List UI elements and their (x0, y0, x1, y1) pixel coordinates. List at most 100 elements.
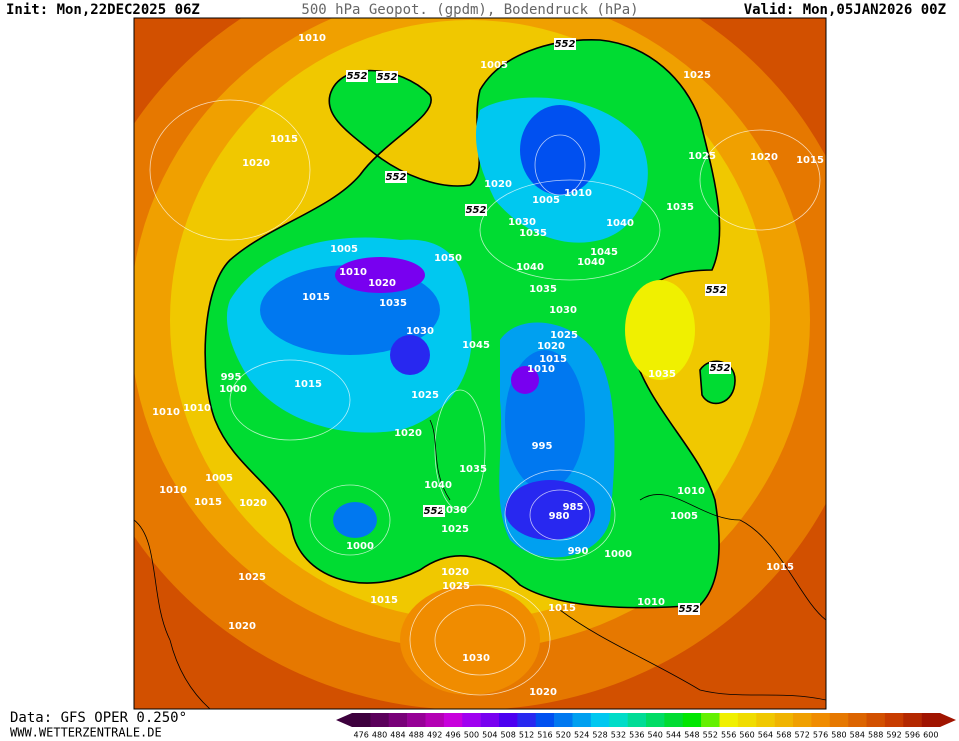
contour-label-box (554, 38, 576, 50)
legend-swatch (737, 713, 757, 727)
isobar-label: 1025 (442, 581, 470, 592)
legend-swatch (701, 713, 720, 727)
contour-label-box (678, 603, 700, 615)
legend-label: 584 (850, 731, 865, 740)
isobar-label: 1020 (537, 341, 565, 352)
isobar-label: 1015 (766, 562, 794, 573)
legend-swatch (609, 713, 628, 727)
isobar-label: 1005 (480, 60, 508, 71)
contour-label-box (346, 70, 368, 82)
legend-swatch (829, 713, 849, 727)
isobar-label: 1025 (683, 70, 711, 81)
legend-label: 508 (501, 731, 516, 740)
legend-swatch (903, 713, 922, 727)
legend-label: 540 (648, 731, 663, 740)
contour-label: 552 (466, 205, 487, 216)
isobar-label: 1025 (688, 151, 716, 162)
legend-swatch (646, 713, 665, 727)
legend-swatch (480, 713, 500, 727)
isobar-label: 1005 (670, 511, 698, 522)
isobar-label: 1035 (519, 228, 547, 239)
isobar-label: 1025 (411, 390, 439, 401)
isobar-label: 1000 (219, 384, 247, 395)
legend-label: 496 (445, 731, 460, 740)
isobar-label: 1020 (239, 498, 267, 509)
trough (520, 105, 600, 195)
legend-label: 552 (703, 731, 718, 740)
legend-swatch (572, 713, 592, 727)
isobar-label: 1000 (604, 549, 632, 560)
deep-trough (390, 335, 430, 375)
isobar-label: 1010 (159, 485, 187, 496)
legend-label: 560 (739, 731, 754, 740)
isobar-label: 1015 (270, 134, 298, 145)
contour-label-box (465, 204, 487, 216)
legend-swatch (627, 713, 647, 727)
legend-swatch (370, 713, 390, 727)
isobar-label: 1015 (796, 155, 824, 166)
legend-label: 516 (537, 731, 552, 740)
legend-label: 588 (868, 731, 883, 740)
isobar-label: 1010 (183, 403, 211, 414)
isobar-label: 995 (532, 441, 553, 452)
color-legend: 476 480 484 488 492 496 500 504 508 512 516 520 524 5… (336, 713, 956, 740)
isobar-label: 1030 (439, 505, 467, 516)
isobar-label: 1040 (516, 262, 544, 273)
contour-label: 552 (679, 604, 700, 615)
isobar-label: 1050 (434, 253, 462, 264)
legend-label: 532 (611, 731, 626, 740)
legend-swatch (848, 713, 867, 727)
isobar-label: 1040 (424, 480, 452, 491)
legend-label: 568 (776, 731, 791, 740)
isobar-label: 1030 (462, 653, 490, 664)
legend-label: 500 (464, 731, 479, 740)
isobar-label: 1045 (462, 340, 490, 351)
legend-swatch (590, 713, 610, 727)
isobar-label: 1025 (441, 524, 469, 535)
legend-arrow-left (336, 713, 352, 727)
legend-label: 548 (684, 731, 699, 740)
isobar-label: 1020 (529, 687, 557, 698)
deep-trough (511, 366, 539, 394)
legend-label: 524 (574, 731, 589, 740)
legend-swatch (388, 713, 408, 727)
isobar-label: 1020 (441, 567, 469, 578)
isobar-label: 1035 (666, 202, 694, 213)
legend-label: 488 (409, 731, 424, 740)
contour-label: 552 (386, 172, 407, 183)
contour-label: 552 (424, 506, 445, 517)
ridge (625, 280, 695, 380)
map-frame (133, 17, 827, 710)
legend-label: 592 (886, 731, 901, 740)
isobar-label: 1020 (484, 179, 512, 190)
legend-swatch (462, 713, 481, 727)
legend-swatch (535, 713, 555, 727)
legend-swatch (866, 713, 886, 727)
isobar-label: 1020 (242, 158, 270, 169)
legend-label: 492 (427, 731, 442, 740)
legend-swatch (756, 713, 775, 727)
legend-swatch (774, 713, 794, 727)
isobar-label: 1020 (228, 621, 256, 632)
legend-swatch (921, 713, 941, 727)
legend-label: 572 (795, 731, 810, 740)
legend-swatch (352, 713, 371, 727)
legend-swatch (884, 713, 904, 727)
legend-swatch (407, 713, 426, 727)
website: WWW.WETTERZENTRALE.DE (10, 726, 162, 740)
isobar-label: 1040 (577, 257, 605, 268)
isobar-label: 1010 (637, 597, 665, 608)
legend-swatch (554, 713, 573, 727)
contour-label: 552 (555, 39, 576, 50)
legend-label: 536 (629, 731, 644, 740)
legend-label: 484 (390, 731, 405, 740)
isobar-label: 1005 (532, 195, 560, 206)
isobar-label: 1030 (549, 305, 577, 316)
isobar-label: 1015 (539, 354, 567, 365)
valid-time: Valid: Mon,05JAN2026 00Z (744, 2, 946, 18)
isobar-label: 1030 (508, 217, 536, 228)
legend-label: 480 (372, 731, 387, 740)
legend-swatch (443, 713, 463, 727)
